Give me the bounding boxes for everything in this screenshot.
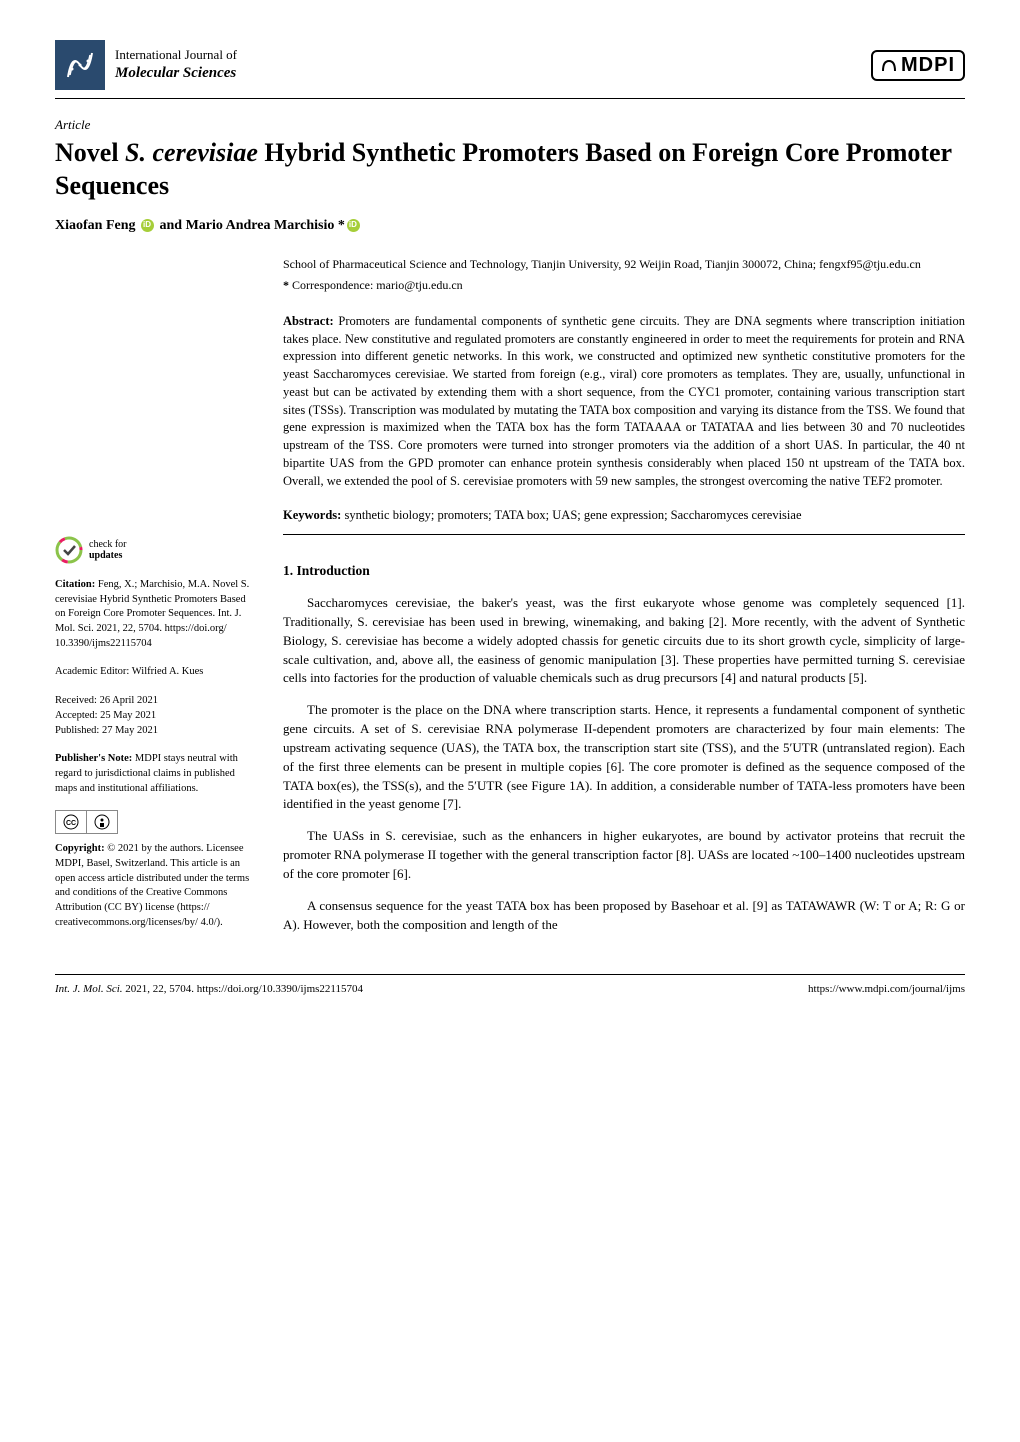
title-prefix: Novel [55, 138, 125, 167]
received-date: Received: 26 April 2021 [55, 694, 255, 709]
editor-block: Academic Editor: Wilfried A. Kues [55, 665, 255, 680]
footer-left-italic: Int. J. Mol. Sci. [55, 983, 123, 995]
copyright-label: Copyright: [55, 843, 105, 854]
paragraph-3: The UASs in S. cerevisiae, such as the e… [283, 827, 965, 884]
article-type: Article [55, 117, 965, 133]
corr-text: Correspondence: mario@tju.edu.cn [292, 278, 463, 292]
main-content: School of Pharmaceutical Science and Tec… [283, 256, 965, 944]
header: International Journal of Molecular Scien… [55, 40, 965, 99]
check-updates-l2: updates [89, 550, 126, 561]
citation-label: Citation: [55, 579, 95, 590]
dates-block: Received: 26 April 2021 Accepted: 25 May… [55, 694, 255, 738]
mdpi-text: MDPI [901, 54, 955, 77]
corr-star: * [283, 278, 289, 292]
abstract: Abstract: Promoters are fundamental comp… [283, 313, 965, 491]
keywords: Keywords: synthetic biology; promoters; … [283, 506, 965, 524]
published-date: Published: 27 May 2021 [55, 724, 255, 739]
footer-right: https://www.mdpi.com/journal/ijms [808, 983, 965, 995]
check-updates-l1: check for [89, 539, 126, 550]
article-title: Novel S. cerevisiae Hybrid Synthetic Pro… [55, 137, 965, 202]
paragraph-1: Saccharomyces cerevisiae, the baker's ye… [283, 594, 965, 688]
keywords-text: synthetic biology; promoters; TATA box; … [341, 508, 801, 522]
cc-icon: CC [55, 810, 86, 834]
svg-text:CC: CC [66, 820, 76, 827]
footer: Int. J. Mol. Sci. 2021, 22, 5704. https:… [55, 974, 965, 995]
sidebar: check for updates Citation: Feng, X.; Ma… [55, 256, 255, 944]
keywords-label: Keywords: [283, 508, 341, 522]
two-column-layout: check for updates Citation: Feng, X.; Ma… [55, 256, 965, 944]
journal-title: International Journal of Molecular Scien… [115, 47, 237, 83]
footer-left-rest: 2021, 22, 5704. https://doi.org/10.3390/… [123, 983, 364, 995]
section-1-heading: 1. Introduction [283, 561, 965, 581]
copyright-block: Copyright: © 2021 by the authors. Licens… [55, 842, 255, 930]
affiliation: School of Pharmaceutical Science and Tec… [283, 256, 965, 273]
title-italic: S. cerevisiae [125, 138, 258, 167]
paragraph-2: The promoter is the place on the DNA whe… [283, 701, 965, 814]
footer-left: Int. J. Mol. Sci. 2021, 22, 5704. https:… [55, 983, 363, 995]
author-1: Xiaofan Feng [55, 218, 139, 233]
mdpi-logo: MDPI [871, 50, 965, 81]
by-icon [86, 810, 118, 834]
publisher-note-block: Publisher's Note: MDPI stays neutral wit… [55, 752, 255, 796]
orcid-icon [141, 219, 154, 232]
check-updates-icon [55, 536, 83, 564]
authors: Xiaofan Feng and Mario Andrea Marchisio … [55, 218, 965, 234]
check-updates[interactable]: check for updates [55, 536, 255, 564]
journal-info: International Journal of Molecular Scien… [55, 40, 237, 90]
orcid-icon [347, 219, 360, 232]
page: International Journal of Molecular Scien… [0, 0, 1020, 1025]
citation-block: Citation: Feng, X.; Marchisio, M.A. Nove… [55, 578, 255, 651]
journal-line1: International Journal of [115, 47, 237, 64]
author-2: and Mario Andrea Marchisio * [156, 218, 345, 233]
abstract-label: Abstract: [283, 314, 334, 328]
cc-badge: CC [55, 810, 255, 834]
paragraph-4: A consensus sequence for the yeast TATA … [283, 897, 965, 935]
copyright-text: © 2021 by the authors. Licensee MDPI, Ba… [55, 843, 249, 927]
abstract-text: Promoters are fundamental components of … [283, 314, 965, 488]
pubnote-label: Publisher's Note: [55, 753, 132, 764]
journal-line2: Molecular Sciences [115, 64, 237, 84]
journal-icon [55, 40, 105, 90]
correspondence: * Correspondence: mario@tju.edu.cn [283, 277, 965, 294]
check-updates-text: check for updates [89, 539, 126, 561]
accepted-date: Accepted: 25 May 2021 [55, 709, 255, 724]
keywords-rule [283, 534, 965, 535]
